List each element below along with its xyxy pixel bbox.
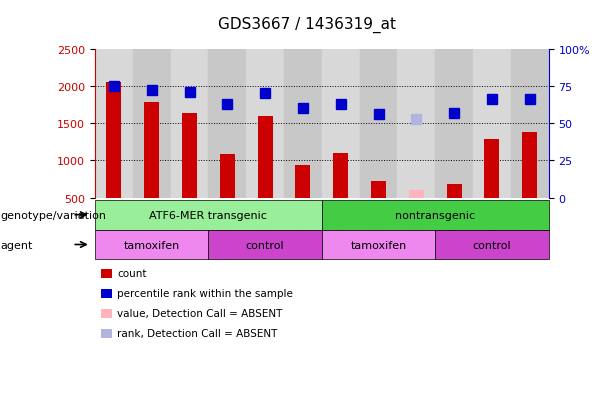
Bar xyxy=(397,50,435,198)
Text: ATF6-MER transgenic: ATF6-MER transgenic xyxy=(150,210,267,220)
Bar xyxy=(95,50,133,198)
Text: genotype/variation: genotype/variation xyxy=(0,210,106,220)
Bar xyxy=(295,166,311,198)
Text: rank, Detection Call = ABSENT: rank, Detection Call = ABSENT xyxy=(117,328,278,338)
Bar xyxy=(484,140,500,198)
Bar xyxy=(333,154,348,198)
Bar xyxy=(208,50,246,198)
Text: tamoxifen: tamoxifen xyxy=(351,240,406,250)
Text: agent: agent xyxy=(0,240,32,250)
Text: percentile rank within the sample: percentile rank within the sample xyxy=(117,289,293,299)
Text: value, Detection Call = ABSENT: value, Detection Call = ABSENT xyxy=(117,309,283,318)
Text: control: control xyxy=(473,240,511,250)
Text: nontransgenic: nontransgenic xyxy=(395,210,475,220)
Bar xyxy=(371,182,386,198)
Bar xyxy=(446,185,462,198)
Bar xyxy=(182,114,197,198)
Bar xyxy=(473,50,511,198)
Bar xyxy=(107,83,121,198)
Bar xyxy=(257,116,273,198)
Bar xyxy=(435,50,473,198)
Bar xyxy=(246,50,284,198)
Bar xyxy=(409,191,424,198)
Bar xyxy=(284,50,322,198)
Bar xyxy=(170,50,208,198)
Bar xyxy=(522,133,537,198)
Bar xyxy=(133,50,170,198)
Text: GDS3667 / 1436319_at: GDS3667 / 1436319_at xyxy=(218,17,395,33)
Text: count: count xyxy=(117,269,147,279)
Bar xyxy=(511,50,549,198)
Text: tamoxifen: tamoxifen xyxy=(124,240,180,250)
Text: control: control xyxy=(246,240,284,250)
Bar xyxy=(360,50,397,198)
Bar xyxy=(144,103,159,198)
Bar xyxy=(322,50,360,198)
Bar xyxy=(219,155,235,198)
